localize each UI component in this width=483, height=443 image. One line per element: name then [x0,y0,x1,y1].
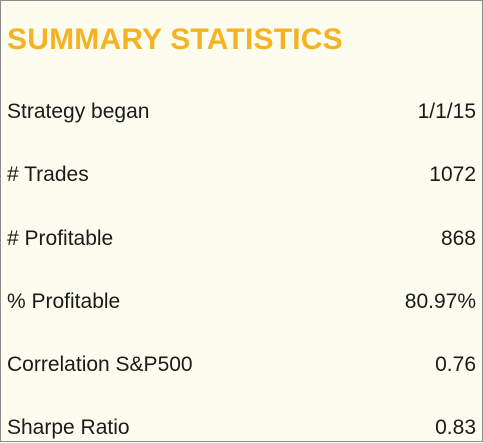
stat-label: Correlation S&P500 [7,353,193,376]
panel-title: SUMMARY STATISTICS [7,23,343,56]
stat-row-trades: # Trades 1072 [7,160,476,190]
stat-row-sharpe-ratio: Sharpe Ratio 0.83 [7,413,476,443]
stat-row-profitable: # Profitable 868 [7,224,476,254]
stat-row-correlation: Correlation S&P500 0.76 [7,350,476,380]
stat-label: # Profitable [7,227,114,250]
stat-value: 868 [440,227,476,250]
stat-label: % Profitable [7,290,121,313]
stat-value: 0.76 [435,353,476,376]
stat-value: 80.97% [404,290,476,313]
stat-row-percent-profitable: % Profitable 80.97% [7,287,476,317]
stat-value: 1/1/15 [417,100,476,123]
stat-label: Strategy began [7,100,150,123]
stat-value: 1072 [429,163,476,186]
stat-value: 0.83 [435,416,476,439]
stat-label: # Trades [7,163,89,186]
stat-label: Sharpe Ratio [7,416,130,439]
stat-row-strategy-began: Strategy began 1/1/15 [7,97,476,127]
